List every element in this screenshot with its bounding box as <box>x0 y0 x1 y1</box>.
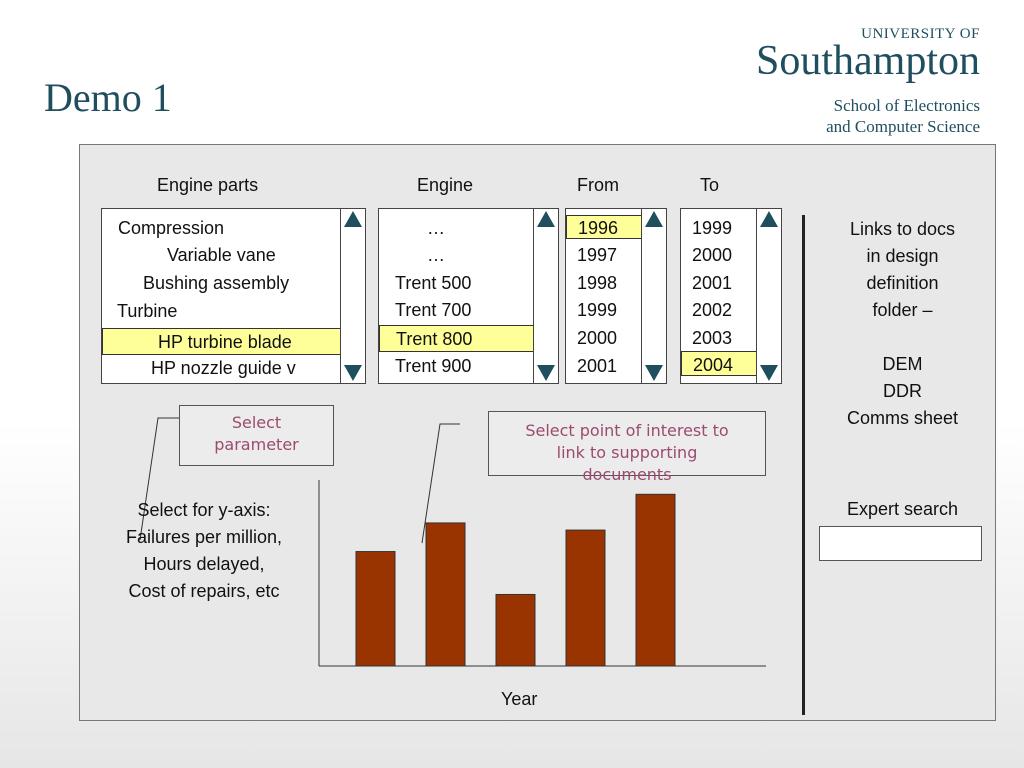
scroll-up-icon[interactable] <box>760 211 778 227</box>
logo-school-line1: School of Electronics <box>833 96 980 115</box>
list-item[interactable]: 2002 <box>692 300 733 320</box>
yaxis-option-title: Select for y-axis: <box>137 500 271 520</box>
header-engine-parts: Engine parts <box>157 175 259 195</box>
callout-line-parameter <box>139 417 179 541</box>
callout-line-point <box>421 423 460 544</box>
list-item[interactable]: … <box>427 245 445 265</box>
links-line: Links to docs <box>849 219 956 239</box>
header-engine: Engine <box>417 175 474 195</box>
expert-search-label: Expert search <box>846 499 959 519</box>
links-line: definition <box>866 273 939 293</box>
list-item[interactable]: 2001 <box>577 356 618 376</box>
to-scrollbar[interactable] <box>756 209 781 383</box>
chart-bar[interactable] <box>635 493 676 667</box>
chart-bar[interactable] <box>495 593 536 667</box>
chart-and-callout-lines <box>139 417 766 667</box>
list-item[interactable]: Trent 700 <box>395 300 472 320</box>
callout-line: parameter <box>214 435 299 454</box>
list-item[interactable]: Compression <box>118 218 225 238</box>
list-item[interactable]: Turbine <box>117 301 178 321</box>
select-parameter-callout: Select parameter <box>179 405 334 466</box>
logo-university-of: UNIVERSITY OF <box>861 26 980 42</box>
scroll-down-icon[interactable] <box>645 365 663 381</box>
list-item-selected[interactable]: Trent 800 <box>379 325 534 352</box>
list-item-selected[interactable]: 2004 <box>681 351 757 376</box>
yaxis-option[interactable]: Failures per million, <box>125 527 283 547</box>
scroll-down-icon[interactable] <box>537 365 555 381</box>
logo-southampton: Southampton <box>755 38 980 84</box>
scroll-down-icon[interactable] <box>760 365 778 381</box>
engine-parts-scrollbar[interactable] <box>340 209 365 383</box>
chart-bar[interactable] <box>355 551 396 667</box>
expert-search-input[interactable] <box>819 526 982 561</box>
list-item[interactable]: Bushing assembly <box>143 273 290 293</box>
engine-listbox[interactable]: … … Trent 500 Trent 700 Trent 800 Trent … <box>378 208 559 384</box>
list-item[interactable]: 1999 <box>692 218 733 238</box>
engine-scrollbar[interactable] <box>533 209 558 383</box>
list-item[interactable]: … <box>427 218 445 238</box>
list-item[interactable]: 1999 <box>577 300 618 320</box>
yaxis-options: Select for y-axis: Failures per million,… <box>94 497 314 605</box>
doc-link-dem[interactable]: DEM <box>882 354 923 374</box>
header-from: From <box>577 175 619 195</box>
chart-bar[interactable] <box>425 522 466 667</box>
logo-school-line2: and Computer Science <box>826 117 980 136</box>
scroll-up-icon[interactable] <box>645 211 663 227</box>
scroll-up-icon[interactable] <box>344 211 362 227</box>
university-logo: UNIVERSITY OF Southampton School of Elec… <box>756 26 980 137</box>
yaxis-option[interactable]: Cost of repairs, etc <box>128 581 280 601</box>
callout-line: documents <box>582 465 672 484</box>
links-line: folder – <box>872 300 933 320</box>
chart-x-axis-label: Year <box>501 689 538 709</box>
from-year-listbox[interactable]: 1996 1997 1998 1999 2000 2001 <box>565 208 667 384</box>
select-point-callout: Select point of interest to link to supp… <box>488 411 766 484</box>
chart-bar[interactable] <box>565 529 606 667</box>
list-item[interactable]: 2001 <box>692 273 733 293</box>
scroll-up-icon[interactable] <box>537 211 555 227</box>
list-item-selected[interactable]: 1996 <box>566 215 642 239</box>
list-item[interactable]: 2003 <box>692 328 733 348</box>
from-scrollbar[interactable] <box>641 209 666 383</box>
callout-line: Select point of interest to <box>525 421 729 440</box>
engine-parts-listbox[interactable]: Compression Variable vane Bushing assemb… <box>101 208 366 384</box>
list-item[interactable]: 2000 <box>577 328 618 348</box>
header-to: To <box>700 175 720 195</box>
demo-panel: Engine parts Engine From To Compression … <box>79 144 996 721</box>
links-line: in design <box>866 246 939 266</box>
list-item[interactable]: 1998 <box>577 273 618 293</box>
list-item[interactable]: 2000 <box>692 245 733 265</box>
list-item[interactable]: 1997 <box>577 245 618 265</box>
doc-link-ddr[interactable]: DDR <box>883 381 922 401</box>
to-year-listbox[interactable]: 1999 2000 2001 2002 2003 2004 <box>680 208 782 384</box>
list-item[interactable]: Trent 500 <box>395 273 472 293</box>
slide-title: Demo 1 <box>44 75 172 120</box>
list-item[interactable]: Variable vane <box>167 245 276 265</box>
list-item[interactable]: Trent 900 <box>395 356 472 376</box>
callout-line: Select <box>231 413 282 432</box>
vertical-divider <box>802 215 805 715</box>
yaxis-option[interactable]: Hours delayed, <box>143 554 265 574</box>
list-item[interactable]: HP nozzle guide v <box>151 358 296 378</box>
doc-links: DEM DDR Comms sheet <box>820 351 985 432</box>
doc-link-comms-sheet[interactable]: Comms sheet <box>846 408 959 428</box>
callout-line: link to supporting <box>556 443 698 462</box>
links-to-docs-text: Links to docs in design definition folde… <box>820 216 985 324</box>
scroll-down-icon[interactable] <box>344 365 362 381</box>
